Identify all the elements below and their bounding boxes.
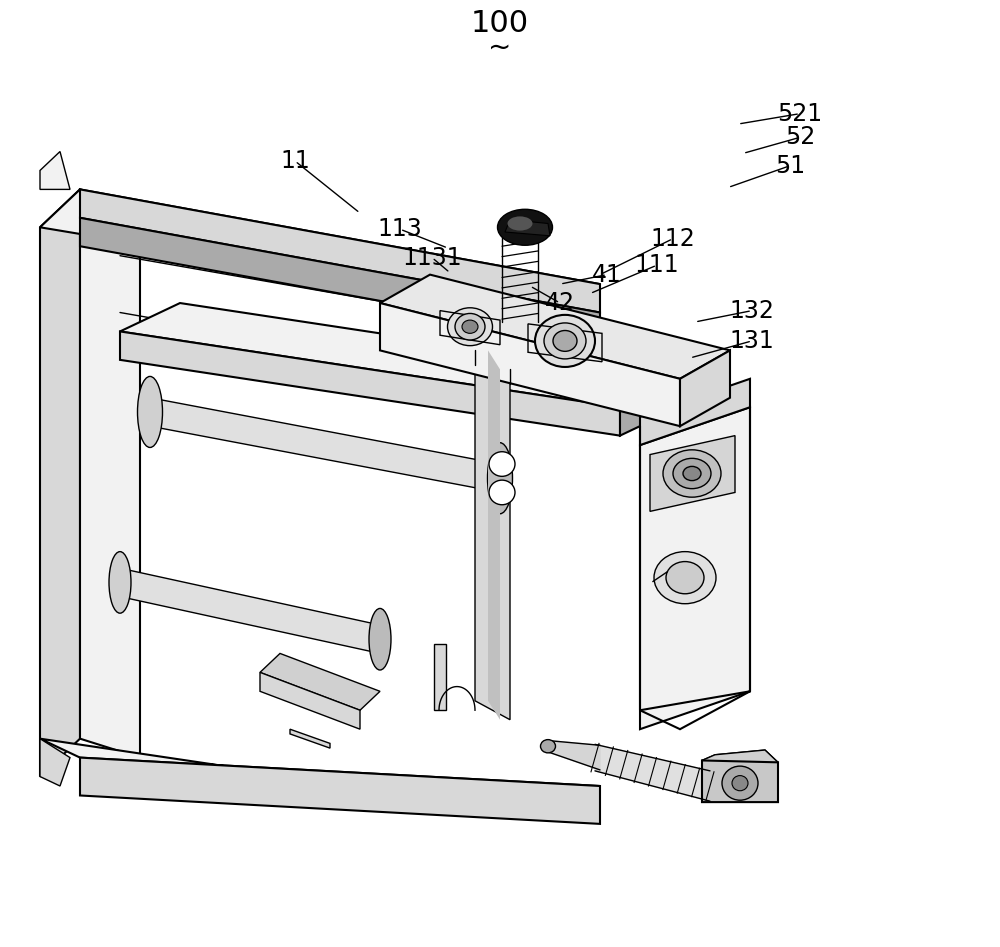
- Ellipse shape: [369, 609, 391, 670]
- Polygon shape: [260, 672, 360, 729]
- Polygon shape: [488, 350, 500, 720]
- Ellipse shape: [109, 551, 131, 614]
- Polygon shape: [380, 275, 730, 379]
- Text: 112: 112: [651, 226, 695, 251]
- Text: 51: 51: [775, 153, 805, 178]
- Ellipse shape: [673, 458, 711, 489]
- Ellipse shape: [654, 551, 716, 604]
- Polygon shape: [505, 220, 550, 236]
- Text: 100: 100: [471, 9, 529, 38]
- Text: 132: 132: [730, 298, 774, 323]
- Ellipse shape: [666, 562, 704, 594]
- Ellipse shape: [683, 466, 701, 481]
- Polygon shape: [120, 568, 380, 653]
- Ellipse shape: [553, 331, 577, 351]
- Polygon shape: [40, 189, 600, 313]
- Circle shape: [732, 776, 748, 791]
- Circle shape: [489, 480, 515, 505]
- Polygon shape: [80, 189, 140, 758]
- Polygon shape: [475, 350, 510, 720]
- Ellipse shape: [138, 376, 162, 447]
- Polygon shape: [260, 653, 380, 710]
- Ellipse shape: [508, 216, 532, 230]
- Polygon shape: [595, 744, 710, 801]
- Ellipse shape: [498, 209, 552, 245]
- Text: 52: 52: [785, 125, 815, 150]
- Polygon shape: [702, 760, 778, 802]
- Polygon shape: [120, 331, 620, 436]
- Ellipse shape: [535, 314, 595, 367]
- Polygon shape: [548, 741, 600, 770]
- Polygon shape: [680, 350, 730, 426]
- Ellipse shape: [448, 308, 492, 346]
- Polygon shape: [434, 644, 446, 710]
- Text: 131: 131: [730, 329, 774, 353]
- Text: 41: 41: [592, 262, 622, 287]
- Polygon shape: [640, 407, 750, 729]
- Polygon shape: [80, 189, 600, 313]
- Polygon shape: [290, 729, 330, 748]
- Ellipse shape: [462, 320, 478, 333]
- Text: 42: 42: [545, 291, 575, 315]
- Text: 113: 113: [378, 217, 422, 241]
- Polygon shape: [40, 189, 80, 777]
- Polygon shape: [702, 750, 778, 774]
- Text: 1131: 1131: [402, 245, 462, 270]
- Ellipse shape: [455, 313, 485, 340]
- Text: ~: ~: [488, 33, 512, 62]
- Ellipse shape: [544, 323, 586, 359]
- Ellipse shape: [540, 740, 556, 753]
- Text: 521: 521: [777, 101, 823, 126]
- Text: 11: 11: [280, 149, 310, 173]
- Polygon shape: [80, 758, 600, 824]
- Polygon shape: [40, 739, 70, 786]
- Polygon shape: [120, 303, 680, 407]
- Polygon shape: [150, 398, 500, 492]
- Polygon shape: [380, 303, 680, 426]
- Polygon shape: [640, 379, 750, 445]
- Polygon shape: [80, 218, 600, 341]
- Polygon shape: [40, 739, 600, 814]
- Circle shape: [489, 452, 515, 476]
- Ellipse shape: [488, 443, 512, 513]
- Ellipse shape: [663, 450, 721, 497]
- Polygon shape: [702, 750, 778, 774]
- Polygon shape: [650, 436, 735, 511]
- Text: 111: 111: [635, 253, 679, 277]
- Polygon shape: [620, 379, 680, 436]
- Polygon shape: [40, 152, 70, 189]
- Circle shape: [722, 766, 758, 800]
